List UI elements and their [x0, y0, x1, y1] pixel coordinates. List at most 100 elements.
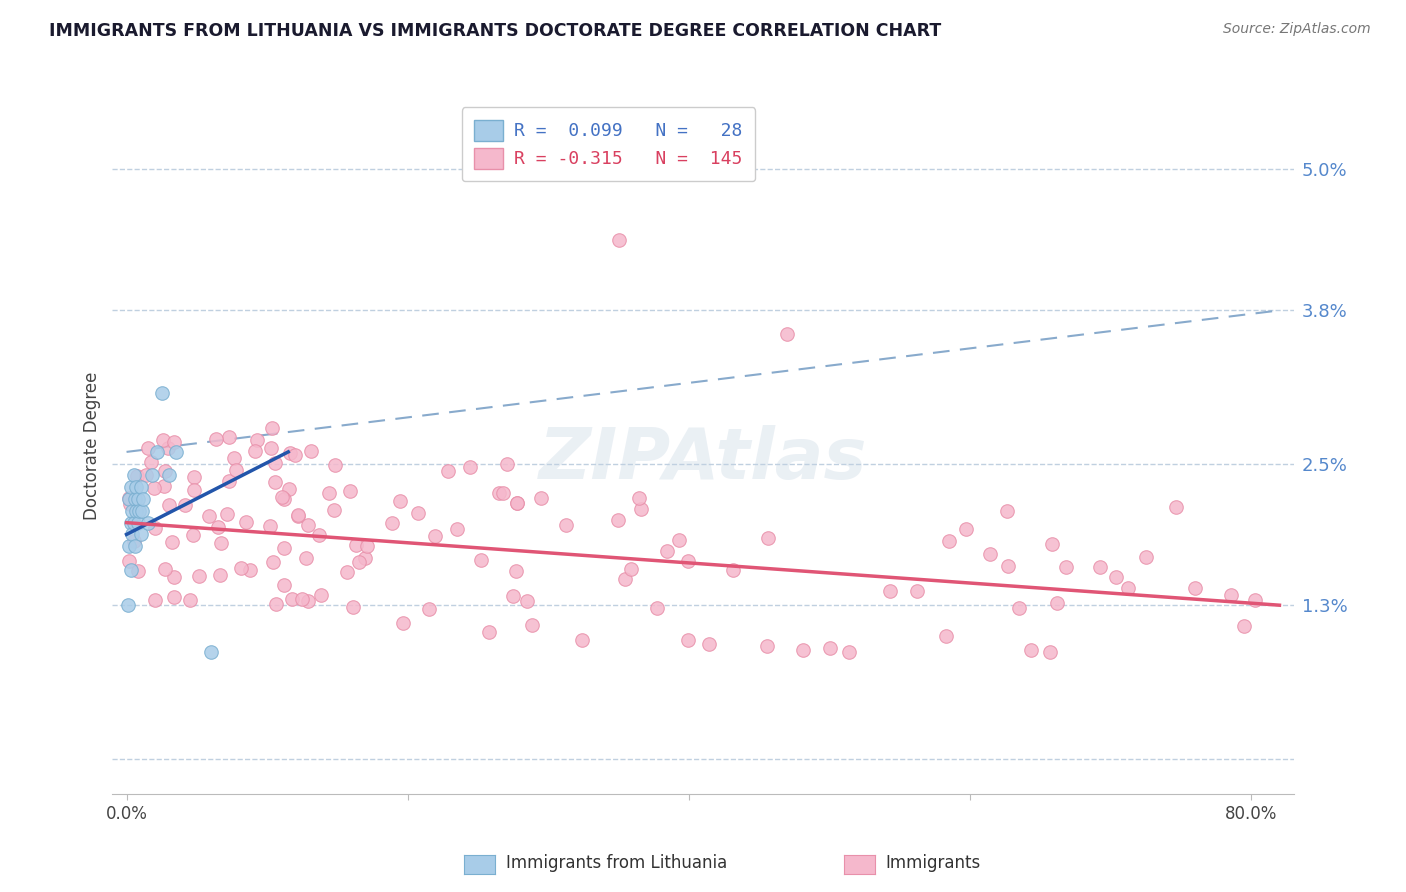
Point — [979, 547, 1001, 561]
Point — [163, 590, 186, 604]
Point — [997, 559, 1019, 574]
Point — [163, 570, 186, 584]
Point — [179, 592, 201, 607]
Point — [668, 533, 690, 547]
Point — [287, 508, 309, 523]
Point — [135, 468, 157, 483]
Point — [283, 448, 305, 462]
Point — [721, 563, 744, 577]
Point — [163, 434, 186, 449]
Point — [280, 592, 302, 607]
Point — [356, 539, 378, 553]
Point — [905, 584, 928, 599]
Point — [122, 468, 145, 483]
Point — [290, 591, 312, 606]
Point — [218, 474, 240, 488]
Point — [571, 632, 593, 647]
Point — [678, 632, 700, 647]
Point — [437, 465, 460, 479]
Point — [776, 326, 799, 341]
Point — [153, 562, 176, 576]
Point — [273, 578, 295, 592]
Point — [1039, 645, 1062, 659]
Point — [183, 483, 205, 497]
Point — [229, 560, 252, 574]
Point — [756, 639, 779, 653]
Point — [423, 529, 446, 543]
Point — [273, 491, 295, 506]
Point — [1045, 596, 1067, 610]
Point — [128, 504, 150, 518]
Point — [318, 486, 340, 500]
Point — [935, 629, 957, 643]
Point — [458, 460, 481, 475]
Point — [198, 508, 221, 523]
Point — [295, 551, 318, 566]
Point — [1220, 588, 1243, 602]
Point — [389, 494, 412, 508]
Point — [120, 497, 142, 511]
Point — [129, 527, 152, 541]
Point — [470, 553, 492, 567]
Point — [118, 491, 141, 506]
Point — [297, 594, 319, 608]
Point — [165, 445, 187, 459]
Text: Source: ZipAtlas.com: Source: ZipAtlas.com — [1223, 22, 1371, 37]
Point — [209, 536, 232, 550]
Point — [645, 601, 668, 615]
Point — [225, 463, 247, 477]
Point — [620, 562, 643, 576]
Point — [311, 588, 333, 602]
Point — [1054, 560, 1077, 574]
Point — [245, 443, 267, 458]
Point — [239, 563, 262, 577]
Point — [156, 442, 179, 456]
Point — [153, 464, 176, 478]
Point — [1184, 581, 1206, 595]
Point — [157, 498, 180, 512]
Point — [478, 625, 501, 640]
Point — [259, 518, 281, 533]
Point — [141, 468, 163, 483]
Point — [1232, 618, 1254, 632]
Point — [146, 445, 169, 459]
Point — [657, 543, 679, 558]
Point — [628, 491, 651, 505]
Point — [322, 503, 344, 517]
Point — [143, 481, 166, 495]
Point — [121, 504, 143, 518]
Point — [938, 533, 960, 548]
Text: IMMIGRANTS FROM LITHUANIA VS IMMIGRANTS DOCTORATE DEGREE CORRELATION CHART: IMMIGRANTS FROM LITHUANIA VS IMMIGRANTS … — [49, 22, 942, 40]
Text: ZIPAtlas: ZIPAtlas — [538, 425, 868, 494]
Point — [200, 645, 222, 659]
Point — [118, 491, 141, 506]
Point — [141, 455, 163, 469]
Point — [955, 522, 977, 536]
Point — [506, 496, 529, 510]
Point — [124, 539, 146, 553]
Point — [418, 601, 440, 615]
Point — [278, 446, 301, 460]
Point — [502, 589, 524, 603]
Point — [264, 456, 287, 470]
Point — [697, 637, 720, 651]
Point — [207, 520, 229, 534]
Point — [349, 555, 371, 569]
Point — [516, 594, 538, 608]
Point — [381, 516, 404, 531]
Point — [496, 457, 519, 471]
Point — [153, 479, 176, 493]
Point — [530, 491, 553, 505]
Point — [127, 564, 149, 578]
Point — [120, 563, 142, 577]
Point — [143, 593, 166, 607]
Point — [246, 434, 269, 448]
Point — [218, 429, 240, 443]
Legend: R =  0.099   N =   28, R = -0.315   N =  145: R = 0.099 N = 28, R = -0.315 N = 145 — [461, 107, 755, 181]
Point — [224, 451, 246, 466]
Point — [339, 483, 361, 498]
Point — [117, 598, 139, 612]
Point — [127, 516, 149, 530]
Point — [136, 516, 159, 530]
Point — [181, 528, 204, 542]
